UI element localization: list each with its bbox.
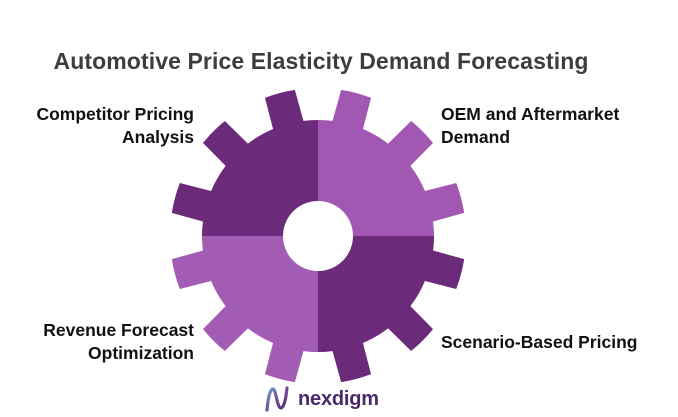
gear-segment-revenue-forecast [171,236,318,383]
label-line: Revenue Forecast [43,320,194,340]
label-revenue-forecast: Revenue Forecast Optimization [8,319,194,365]
label-competitor-pricing: Competitor Pricing Analysis [8,103,194,149]
gear-segment-competitor-pricing [171,89,318,236]
label-line: Scenario-Based Pricing [441,332,638,352]
gear-segment-scenario-pricing [318,236,465,383]
logo-text: nexdigm [298,387,379,410]
label-scenario-pricing: Scenario-Based Pricing [441,331,673,354]
label-oem-aftermarket: OEM and Aftermarket Demand [441,103,671,149]
nexdigm-logo: nexdigm [262,384,379,414]
label-line: Demand [441,127,511,147]
label-line: OEM and Aftermarket [441,104,620,124]
gear-segment-oem-aftermarket [318,89,465,236]
diagram-title: Automotive Price Elasticity Demand Forec… [53,48,589,74]
nexdigm-logo-icon [265,386,289,412]
label-line: Optimization [88,343,194,363]
label-line: Competitor Pricing [36,104,194,124]
label-line: Analysis [122,127,194,147]
